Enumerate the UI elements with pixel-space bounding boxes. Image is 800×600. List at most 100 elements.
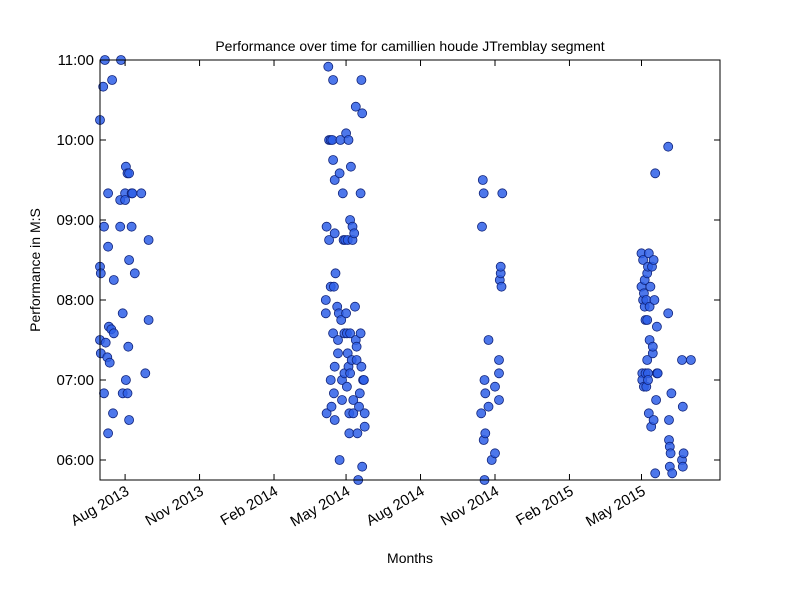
- data-point: [644, 301, 655, 312]
- data-point: [664, 415, 674, 425]
- data-point: [107, 75, 117, 85]
- data-point: [480, 428, 491, 439]
- data-point: [320, 308, 331, 319]
- data-point: [356, 75, 367, 85]
- data-point: [334, 455, 345, 465]
- data-point: [650, 168, 661, 179]
- data-point: [108, 408, 118, 419]
- data-point: [345, 328, 356, 339]
- data-point: [328, 388, 339, 399]
- data-point: [494, 355, 504, 365]
- data-point: [477, 175, 488, 185]
- data-point: [104, 357, 115, 368]
- data-point: [643, 408, 654, 419]
- data-point: [665, 448, 676, 459]
- data-point: [99, 221, 109, 232]
- data-point: [642, 355, 653, 365]
- data-point: [355, 188, 366, 199]
- data-point: [686, 355, 696, 365]
- y-axis-label: Performance in M:S: [27, 208, 43, 332]
- data-point: [652, 368, 663, 379]
- data-point: [476, 408, 487, 419]
- data-point: [357, 108, 368, 119]
- data-point: [678, 448, 689, 459]
- data-point: [494, 368, 504, 379]
- plot-frame: [99, 59, 721, 481]
- data-point: [143, 315, 154, 325]
- data-point: [495, 261, 506, 272]
- data-point: [490, 381, 500, 392]
- data-point: [647, 341, 658, 352]
- data-point: [677, 461, 688, 472]
- data-point: [642, 315, 653, 325]
- data-point: [327, 135, 338, 145]
- data-point: [328, 281, 339, 292]
- data-point: [143, 235, 154, 245]
- y-axis: 06:00 07:00 08:00 09:00 10:00 11:00: [56, 52, 720, 469]
- data-point: [115, 221, 126, 232]
- data-point: [666, 388, 677, 399]
- data-point: [650, 468, 661, 479]
- data-point: [124, 168, 135, 179]
- data-point: [480, 388, 491, 399]
- points-layer: [95, 55, 696, 485]
- data-point: [124, 415, 135, 425]
- data-point: [320, 295, 331, 305]
- data-point: [120, 195, 130, 205]
- data-point: [108, 328, 119, 339]
- y-tick-label: 07:00: [56, 372, 94, 389]
- data-point: [494, 395, 504, 405]
- data-point: [321, 408, 332, 419]
- data-point: [344, 428, 355, 439]
- data-point: [643, 248, 654, 259]
- data-point: [649, 295, 660, 305]
- data-point: [478, 188, 489, 199]
- data-point: [490, 448, 500, 459]
- data-point: [341, 381, 352, 392]
- x-axis-label: Months: [387, 550, 433, 566]
- data-point: [348, 395, 359, 405]
- data-point: [129, 268, 140, 279]
- data-point: [117, 308, 128, 319]
- data-point: [108, 275, 119, 285]
- data-point: [326, 401, 337, 412]
- data-point: [663, 141, 674, 152]
- data-point: [325, 375, 336, 385]
- data-point: [95, 268, 106, 279]
- data-point: [337, 188, 348, 199]
- y-tick-label: 09:00: [56, 212, 94, 229]
- data-point: [477, 221, 487, 232]
- data-point: [677, 355, 687, 365]
- data-point: [329, 361, 340, 372]
- data-point: [348, 408, 359, 419]
- data-point: [357, 461, 368, 472]
- data-point: [350, 301, 360, 312]
- data-point: [330, 268, 341, 279]
- y-tick-label: 10:00: [56, 132, 94, 149]
- data-point: [355, 328, 366, 339]
- data-point: [356, 361, 367, 372]
- data-point: [352, 428, 363, 439]
- chart-title: Performance over time for camillien houd…: [215, 38, 604, 54]
- data-point: [358, 375, 369, 385]
- data-point: [349, 228, 360, 239]
- y-tick-label: 08:00: [56, 292, 94, 309]
- data-point: [140, 368, 151, 379]
- data-point: [336, 315, 347, 325]
- data-point: [645, 281, 656, 292]
- data-point: [121, 375, 131, 385]
- data-point: [328, 75, 339, 85]
- data-point: [663, 308, 674, 319]
- y-tick-label: 06:00: [56, 452, 94, 469]
- data-point: [328, 155, 339, 165]
- data-point: [329, 228, 340, 239]
- data-point: [329, 175, 340, 185]
- data-point: [329, 415, 340, 425]
- data-point: [677, 401, 688, 412]
- data-point: [100, 337, 111, 348]
- data-point: [127, 188, 138, 199]
- data-point: [333, 348, 343, 359]
- data-point: [103, 241, 113, 252]
